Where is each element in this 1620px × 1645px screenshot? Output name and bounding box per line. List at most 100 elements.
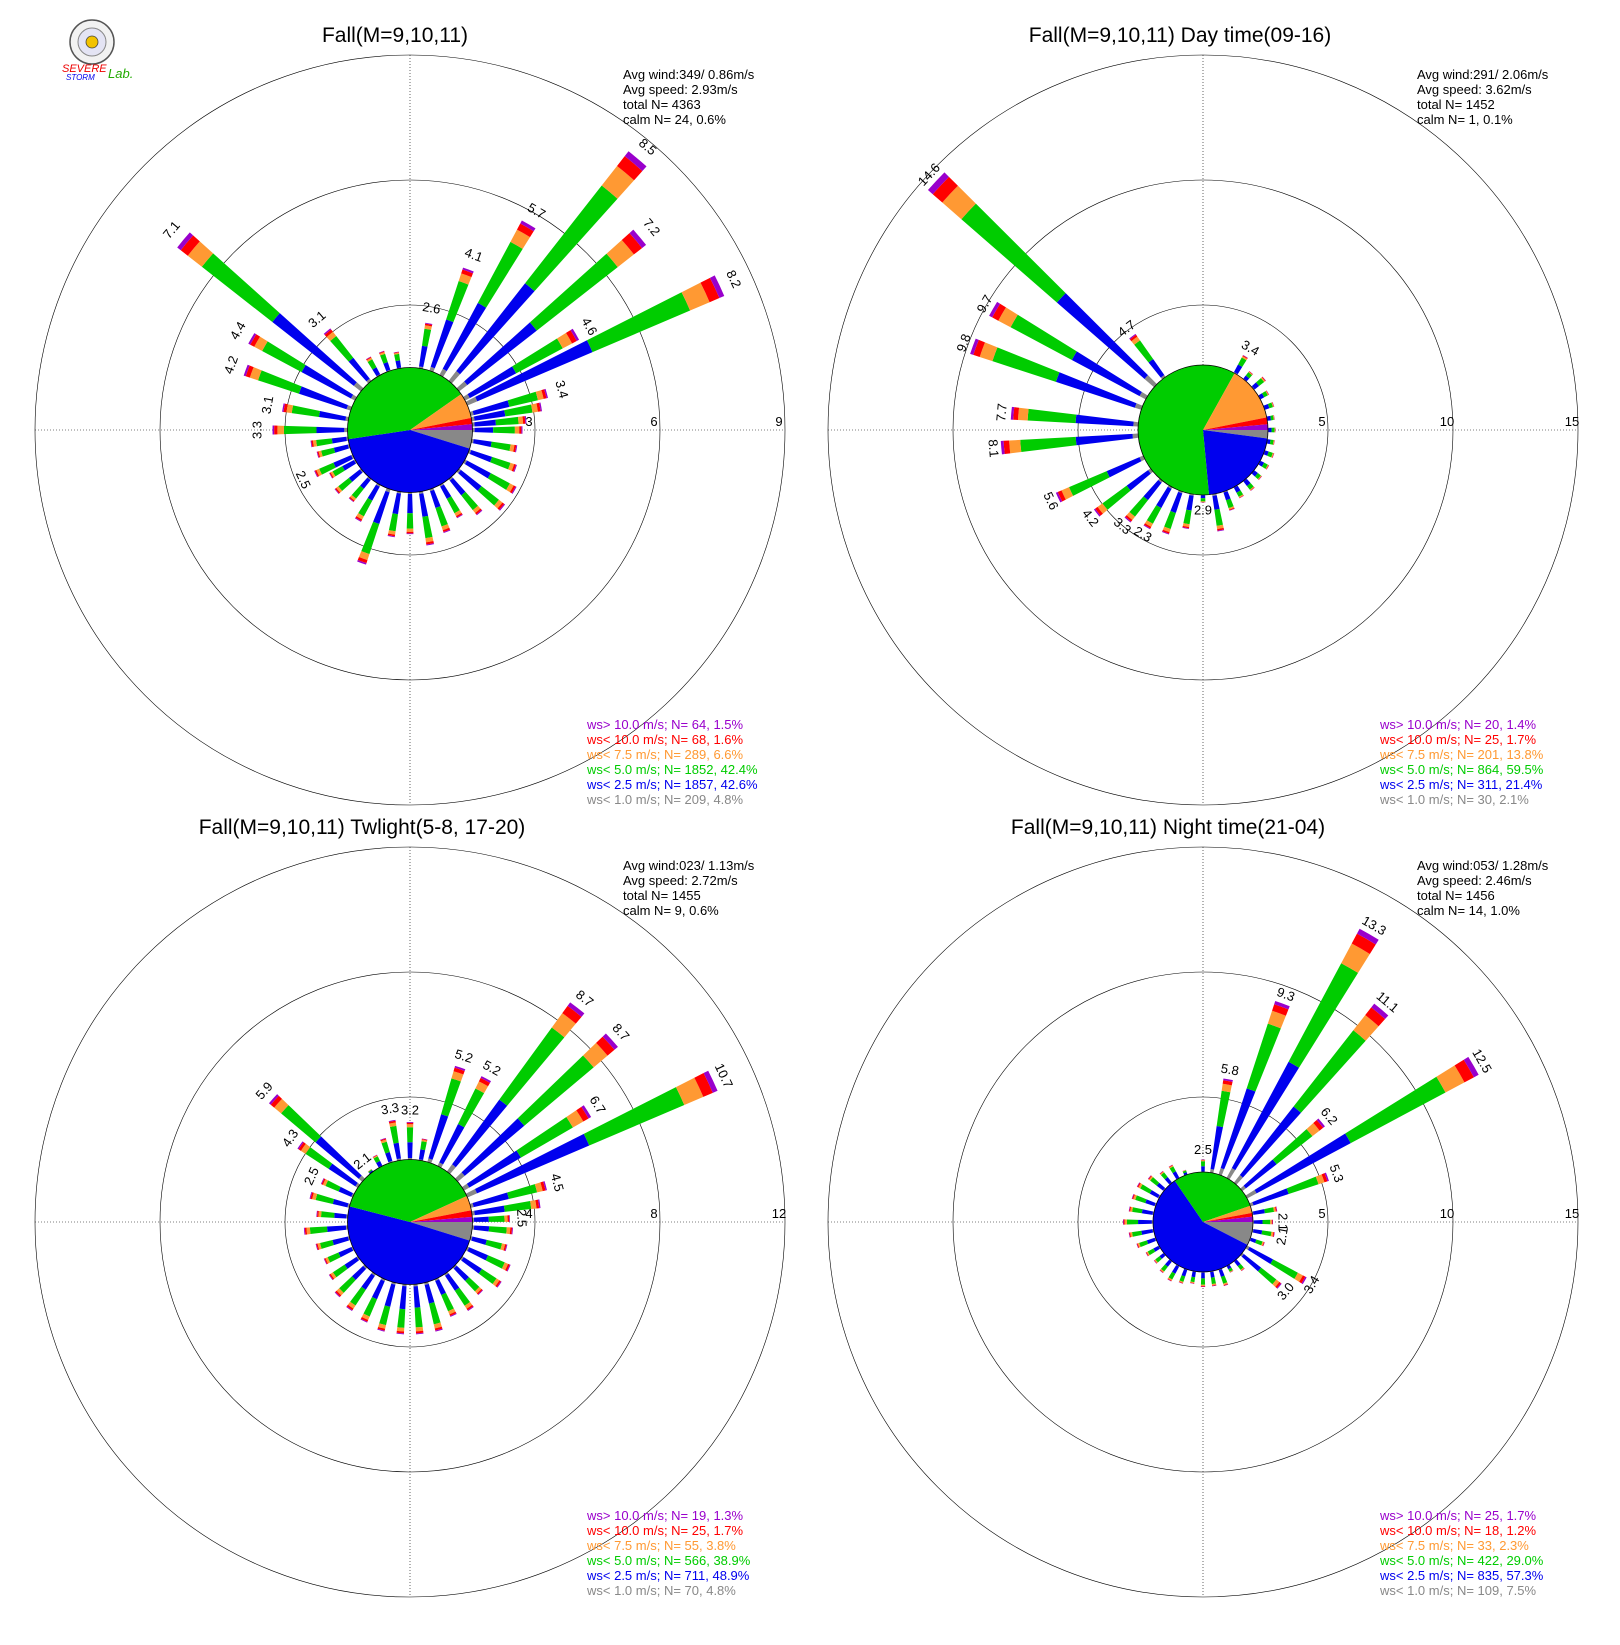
bar-dir-210	[1167, 1264, 1179, 1281]
bar-segment	[441, 1293, 454, 1311]
bar-segment	[368, 485, 380, 501]
bar-segment	[407, 513, 414, 529]
center-pie	[1153, 1172, 1253, 1272]
bar-segment	[425, 1284, 435, 1304]
bar-label: 8.7	[609, 1020, 632, 1043]
bar-label: 8.5	[636, 135, 659, 158]
bar-label: 9.8	[953, 332, 973, 354]
bar-segment	[1245, 1190, 1256, 1199]
bar-segment	[1123, 1219, 1124, 1224]
bar-label: 3.1	[258, 395, 276, 415]
bar-segment	[1140, 1184, 1152, 1193]
bar-dir-190	[1190, 1271, 1196, 1284]
bar-dir-185	[396, 1284, 406, 1334]
bar-segment	[392, 493, 401, 514]
bar-segment	[350, 1287, 366, 1306]
bar-segment	[475, 427, 494, 433]
bar-segment	[385, 1284, 396, 1307]
bar-segment	[419, 346, 428, 367]
bar-segment	[473, 439, 492, 447]
bar-segment	[361, 522, 379, 554]
bar-segment	[1201, 1273, 1205, 1279]
bar-dir-295: 2.5	[301, 1165, 355, 1198]
bar-segment	[1028, 409, 1077, 423]
legend-entry: ws> 10.0 m/s; N= 20, 1.4%	[1379, 717, 1537, 732]
bar-segment	[1272, 1220, 1273, 1225]
bar-segment	[479, 1269, 497, 1284]
bar-segment	[474, 1217, 489, 1222]
bar-segment	[380, 354, 388, 364]
bar-segment	[292, 405, 320, 417]
bar-label: 4.5	[548, 1172, 567, 1193]
bar-segment	[1212, 495, 1219, 510]
center-pie	[348, 1160, 473, 1285]
bar-label: 4.2	[221, 354, 241, 376]
bar-segment	[407, 1123, 414, 1125]
bar-segment	[429, 1302, 441, 1324]
bar-segment	[1345, 1077, 1445, 1143]
bar-dir-140	[1234, 1259, 1245, 1271]
legend-entry: ws< 1.0 m/s; N= 109, 7.5%	[1379, 1583, 1537, 1598]
bar-segment	[485, 1240, 502, 1250]
bar-segment	[407, 1122, 414, 1123]
bar-segment	[1253, 1209, 1265, 1215]
pie-slice	[1203, 430, 1267, 495]
bar-segment	[407, 1124, 413, 1127]
bar-label: 10.7	[712, 1061, 736, 1090]
bar-dir-280	[1129, 1207, 1154, 1215]
ring-label: 8	[650, 1206, 657, 1221]
bar-label: 5.3	[1327, 1162, 1347, 1184]
bar-segment	[332, 437, 347, 444]
logo-seal-center	[86, 36, 98, 48]
bar-dir-220	[1160, 1259, 1173, 1273]
bar-segment	[1186, 495, 1193, 511]
bar-segment	[325, 1180, 340, 1191]
legend-entry: ws< 1.0 m/s; N= 209, 4.8%	[586, 792, 744, 807]
bar-segment	[413, 1286, 420, 1308]
bar-dir-342	[380, 1138, 392, 1163]
bar-label: 9.3	[1275, 984, 1297, 1004]
bar-segment	[1147, 505, 1161, 524]
bar-segment	[416, 1327, 423, 1332]
center-pie	[348, 368, 473, 493]
bar-segment	[1227, 1168, 1236, 1180]
bar-segment	[1264, 1207, 1274, 1213]
bar-segment	[277, 426, 284, 435]
bar-segment	[1190, 1277, 1195, 1283]
bar-segment	[470, 450, 492, 462]
bar-dir-130	[457, 469, 506, 511]
legend-entry: ws< 1.0 m/s; N= 70, 4.8%	[586, 1583, 736, 1598]
bar-segment	[430, 490, 441, 508]
bar-dir-320	[1160, 1171, 1173, 1185]
bar-label: 5.8	[1220, 1061, 1240, 1079]
chart-title: Fall(M=9,10,11) Night time(21-04)	[1011, 816, 1325, 839]
legend-entry: ws< 7.5 m/s; N= 33, 2.3%	[1379, 1538, 1529, 1553]
bar-segment	[202, 253, 280, 322]
bar-segment	[333, 1199, 349, 1207]
bar-segment	[1145, 1199, 1155, 1206]
stat-line: Avg wind:349/ 0.86m/s	[623, 67, 755, 82]
bar-segment	[1268, 428, 1271, 433]
bar-segment	[471, 1237, 486, 1245]
bar-segment	[394, 1143, 401, 1159]
bar-segment	[358, 498, 372, 516]
bar-segment	[491, 442, 511, 451]
bar-segment	[407, 533, 414, 534]
legend-entry: ws> 10.0 m/s; N= 25, 1.7%	[1379, 1508, 1537, 1523]
bar-dir-330	[1169, 1165, 1180, 1180]
ring-label: 10	[1440, 1206, 1454, 1221]
bar-segment	[373, 491, 389, 524]
bar-dir-285	[310, 1192, 351, 1208]
bar-segment	[1211, 1126, 1223, 1170]
logo: SEVERE STORM Lab.	[62, 20, 133, 82]
bar-segment	[415, 1307, 423, 1327]
bar-segment	[467, 1247, 488, 1260]
bar-segment	[344, 428, 347, 432]
bar-segment	[1141, 1229, 1153, 1235]
bar-segment	[400, 1286, 407, 1309]
bar-segment	[318, 1211, 321, 1217]
bar-segment	[1133, 422, 1138, 427]
